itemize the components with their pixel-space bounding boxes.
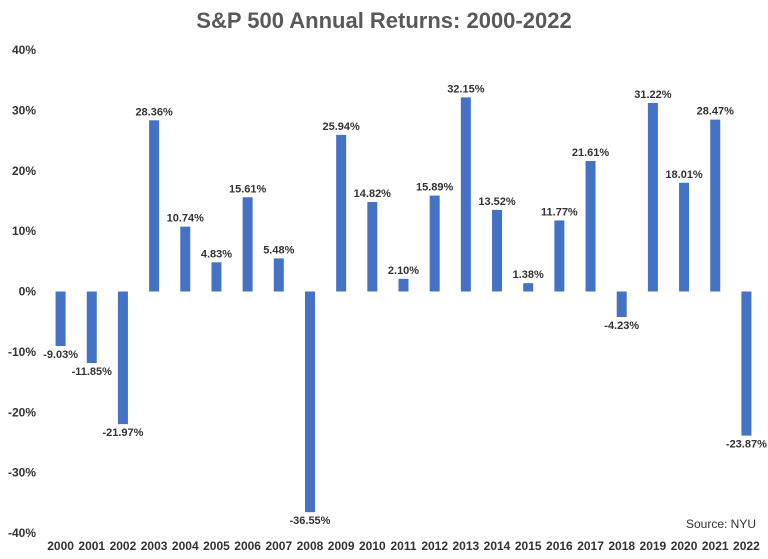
data-label: 5.48% xyxy=(263,244,294,256)
bar xyxy=(741,291,752,436)
x-tick-label: 2022 xyxy=(733,539,760,553)
y-tick-label: 30% xyxy=(12,103,36,117)
data-label: 15.61% xyxy=(229,183,267,195)
x-tick-label: 2021 xyxy=(702,539,729,553)
bar xyxy=(242,197,253,292)
data-label: 32.15% xyxy=(447,83,485,95)
data-label: 21.61% xyxy=(572,147,610,159)
bar xyxy=(398,278,409,292)
bar xyxy=(180,226,191,292)
x-tick-label: 2017 xyxy=(577,539,604,553)
y-tick-label: -30% xyxy=(8,466,36,480)
data-label: 25.94% xyxy=(322,121,360,133)
bar xyxy=(647,103,658,292)
data-label: 10.74% xyxy=(167,213,205,225)
x-tick-label: 2012 xyxy=(421,539,448,553)
bar xyxy=(523,283,534,292)
bar xyxy=(211,262,222,292)
y-tick-label: 0% xyxy=(19,285,37,299)
data-label: -11.85% xyxy=(72,366,113,378)
x-tick-label: 2000 xyxy=(47,539,74,553)
x-tick-label: 2011 xyxy=(390,539,416,553)
bar xyxy=(149,120,160,292)
data-label: 31.22% xyxy=(634,89,672,101)
x-tick-label: 2018 xyxy=(608,539,635,553)
bar xyxy=(460,97,471,292)
x-tick-label: 2001 xyxy=(78,539,105,553)
bar xyxy=(679,182,690,292)
bar xyxy=(86,291,97,364)
bar xyxy=(55,291,66,347)
x-tick-label: 2007 xyxy=(265,539,292,553)
bar xyxy=(304,291,315,513)
x-tick-label: 2015 xyxy=(515,539,542,553)
bar xyxy=(585,161,596,292)
bar xyxy=(117,291,128,425)
y-tick-label: 40% xyxy=(12,43,36,57)
data-label: 4.83% xyxy=(201,248,232,260)
data-label: -9.03% xyxy=(43,349,78,361)
source-note: Source: NYU xyxy=(686,517,756,531)
x-tick-label: 2005 xyxy=(203,539,230,553)
data-label: 14.82% xyxy=(354,188,392,200)
bar xyxy=(429,195,440,292)
data-label: -21.97% xyxy=(102,427,143,439)
x-tick-label: 2008 xyxy=(297,539,324,553)
y-tick-label: -10% xyxy=(8,345,36,359)
bar xyxy=(710,119,721,292)
x-tick-label: 2020 xyxy=(671,539,698,553)
bar xyxy=(367,202,378,292)
x-tick-label: 2006 xyxy=(234,539,261,553)
data-label: -4.23% xyxy=(604,320,639,332)
bar xyxy=(554,220,565,292)
x-tick-label: 2010 xyxy=(359,539,386,553)
chart-title: S&P 500 Annual Returns: 2000-2022 xyxy=(196,8,572,33)
data-label: 18.01% xyxy=(665,169,703,181)
bar xyxy=(492,209,503,292)
y-tick-label: -20% xyxy=(8,405,36,419)
data-label: 13.52% xyxy=(478,196,516,208)
data-label: 28.47% xyxy=(697,106,735,118)
x-tick-label: 2016 xyxy=(546,539,573,553)
data-label: 2.10% xyxy=(388,265,419,277)
bar xyxy=(273,258,284,292)
x-tick-label: 2013 xyxy=(452,539,479,553)
x-tick-label: 2003 xyxy=(141,539,168,553)
data-label: -23.87% xyxy=(726,439,767,451)
y-tick-label: -40% xyxy=(8,526,36,540)
data-label: 1.38% xyxy=(513,269,544,281)
x-tick-label: 2004 xyxy=(172,539,199,553)
bar xyxy=(336,134,347,292)
y-tick-label: 10% xyxy=(12,224,36,238)
bar xyxy=(616,291,627,318)
data-label: 15.89% xyxy=(416,182,454,194)
data-label: -36.55% xyxy=(289,515,330,527)
x-tick-label: 2009 xyxy=(328,539,355,553)
data-label: 28.36% xyxy=(135,106,173,118)
x-tick-label: 2002 xyxy=(110,539,137,553)
x-tick-label: 2019 xyxy=(640,539,667,553)
y-tick-label: 20% xyxy=(12,164,36,178)
data-label: 11.77% xyxy=(541,206,578,218)
x-tick-label: 2014 xyxy=(484,539,511,553)
